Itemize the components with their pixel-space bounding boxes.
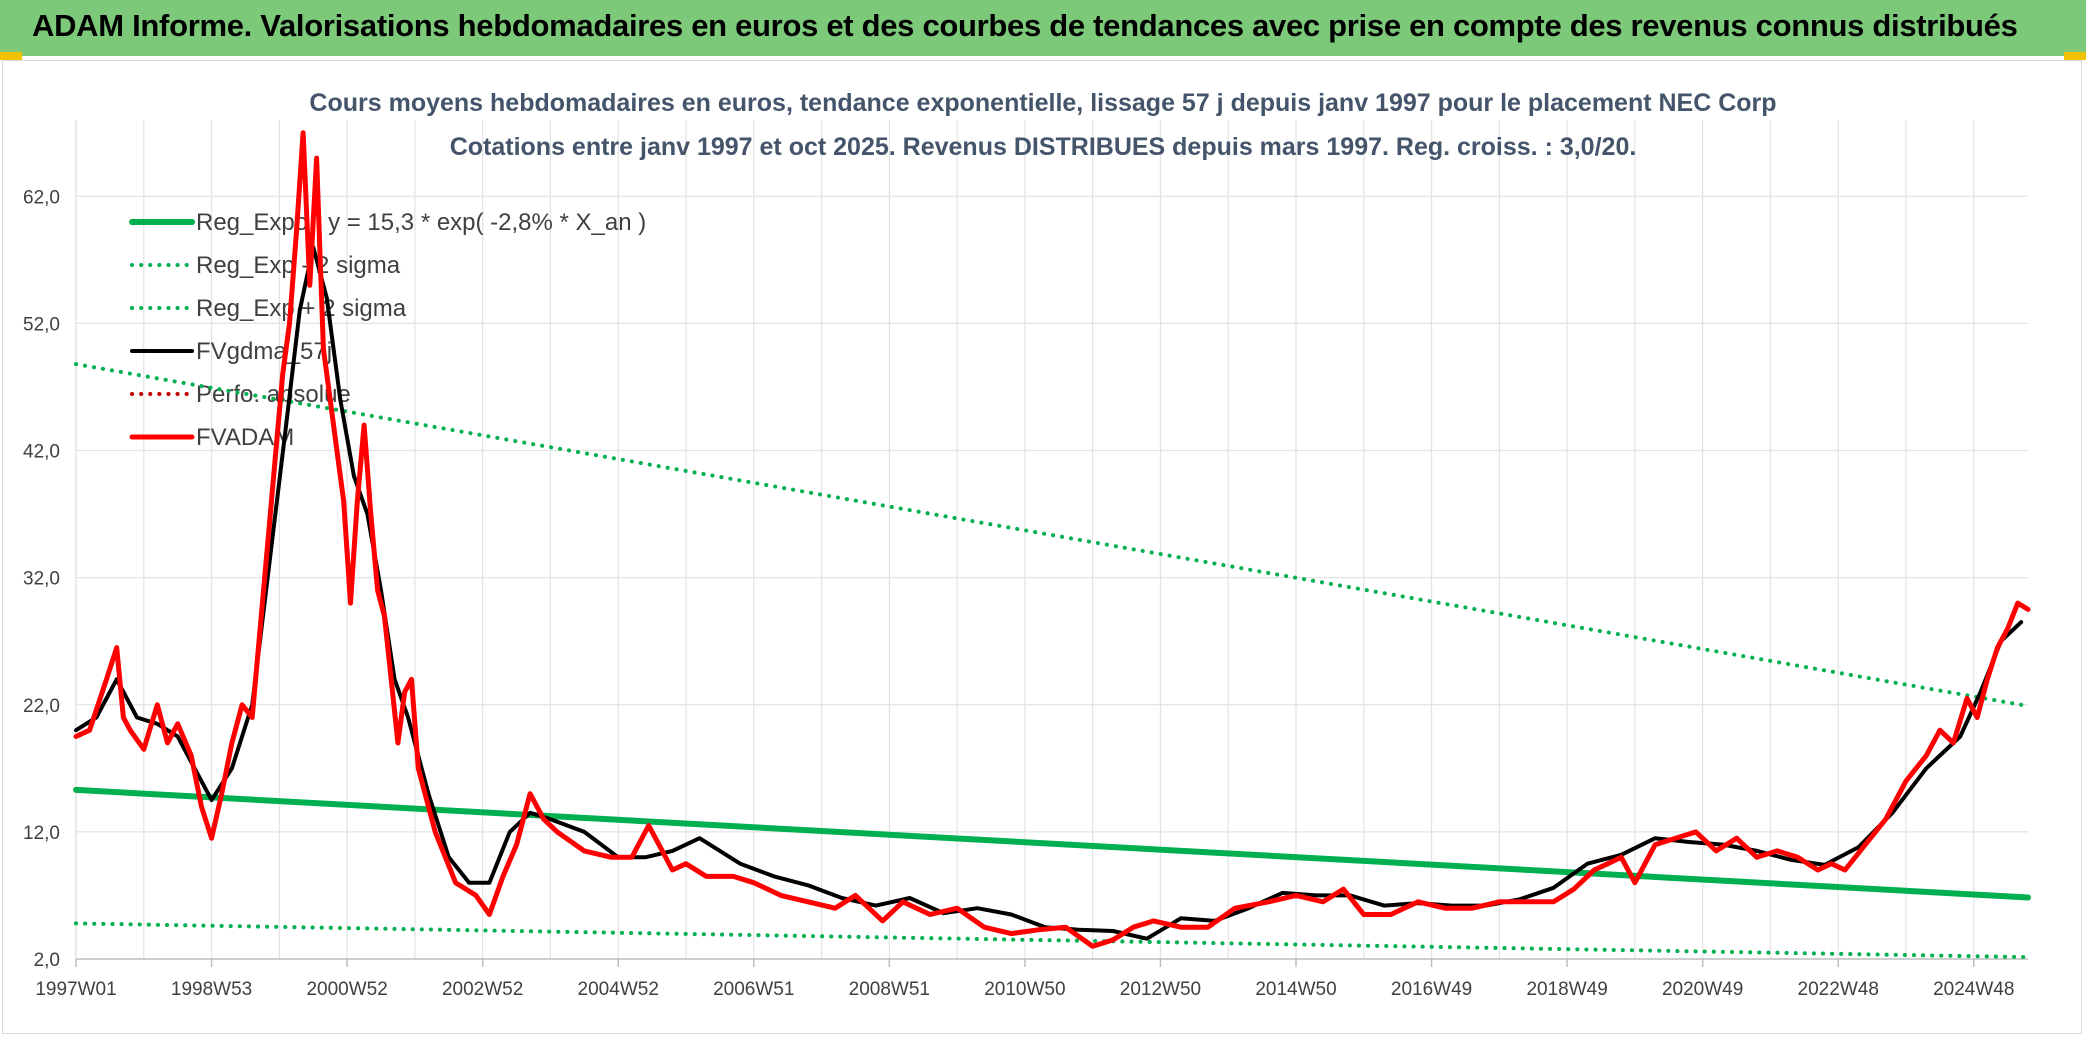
y-tick-label: 22,0	[23, 696, 60, 717]
legend: Reg_Expo : y = 15,3 * exp( -2,8% * X_an …	[129, 209, 646, 451]
y-tick-label: 32,0	[23, 569, 60, 590]
chart-title-line-1: Cours moyens hebdomadaires en euros, ten…	[309, 89, 1776, 117]
x-tick-label: 2016W49	[1391, 979, 1472, 1000]
y-tick-label: 62,0	[23, 187, 60, 208]
legend-label-perfo-absolue: Perfo. absolue	[196, 381, 351, 408]
series-line-fvadam	[73, 130, 2031, 949]
series-line-reg-exp-2-sigma	[74, 921, 2030, 960]
x-tick-label: 2010W50	[984, 979, 1065, 1000]
x-tick-label: 2004W52	[578, 979, 659, 1000]
corner-mark-right	[2064, 52, 2086, 60]
y-tick-label: 12,0	[23, 823, 60, 844]
x-tick-label: 2020W49	[1662, 979, 1743, 1000]
y-tick-label: 52,0	[23, 314, 60, 335]
x-tick-label: 2006W51	[713, 979, 794, 1000]
x-tick-label: 2024W48	[1933, 979, 2014, 1000]
x-tick-label: 2002W52	[442, 979, 523, 1000]
page-title: ADAM Informe. Valorisations hebdomadaire…	[32, 8, 2018, 43]
header-bar	[0, 0, 2086, 56]
legend-label-fvgdma-57j: FVgdma_57j	[196, 338, 332, 365]
series-layer	[73, 130, 2031, 960]
grid-layer	[75, 120, 2028, 960]
chart-frame	[2, 60, 2082, 1034]
chart-title-line-2: Cotations entre janv 1997 et oct 2025. R…	[450, 133, 1637, 161]
y-tick-label: 2,0	[34, 950, 60, 971]
x-tick-label: 1997W01	[35, 979, 116, 1000]
series-line-reg-expo-y-15-3-exp-2-8-x-an	[73, 786, 2031, 901]
x-tick-label: 2000W52	[306, 979, 387, 1000]
x-tick-label: 2022W48	[1798, 979, 1879, 1000]
series-line-fvgdma-57j	[74, 245, 2024, 941]
x-tick-label: 2012W50	[1120, 979, 1201, 1000]
x-tick-label: 2014W50	[1255, 979, 1336, 1000]
x-tick-label: 2008W51	[849, 979, 930, 1000]
corner-mark-left	[0, 52, 22, 60]
legend-label-reg-exp-2-sigma: Reg_Exp - 2 sigma	[196, 252, 401, 279]
x-tick-label: 1998W53	[171, 979, 252, 1000]
series-line-reg-exp-2-sigma	[74, 362, 2030, 708]
axis-layer: 2,0 12,0 22,0 32,0 42,0 52,0 62,0 1997W01 1998W5…	[23, 120, 2028, 1000]
x-tick-label: 2018W49	[1526, 979, 1607, 1000]
legend-label-reg-expo-y-15-3-exp-2-8-x-an: Reg_Expo : y = 15,3 * exp( -2,8% * X_an …	[196, 209, 646, 236]
y-tick-label: 42,0	[23, 442, 60, 463]
